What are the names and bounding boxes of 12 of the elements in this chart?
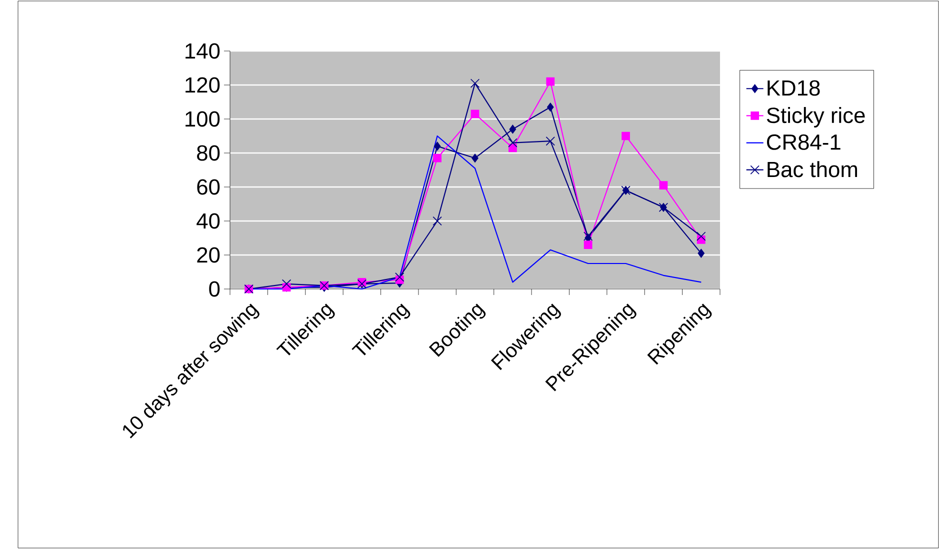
legend-label: CR84-1 [767, 134, 840, 150]
y-tick-label: 100 [186, 111, 220, 127]
legend-label: KD18 [768, 80, 820, 96]
y-tick-label: 40 [196, 213, 220, 229]
legend-label: Bac thom [768, 161, 858, 178]
y-tick-label: 120 [186, 77, 220, 93]
y-tick-label: 60 [197, 179, 220, 195]
y-tick-label: 0 [209, 281, 220, 297]
y-tick-label: 80 [197, 145, 220, 161]
y-tick-label: 20 [197, 247, 220, 263]
y-tick-label: 140 [186, 43, 220, 59]
legend-label: Sticky rice [766, 107, 865, 128]
